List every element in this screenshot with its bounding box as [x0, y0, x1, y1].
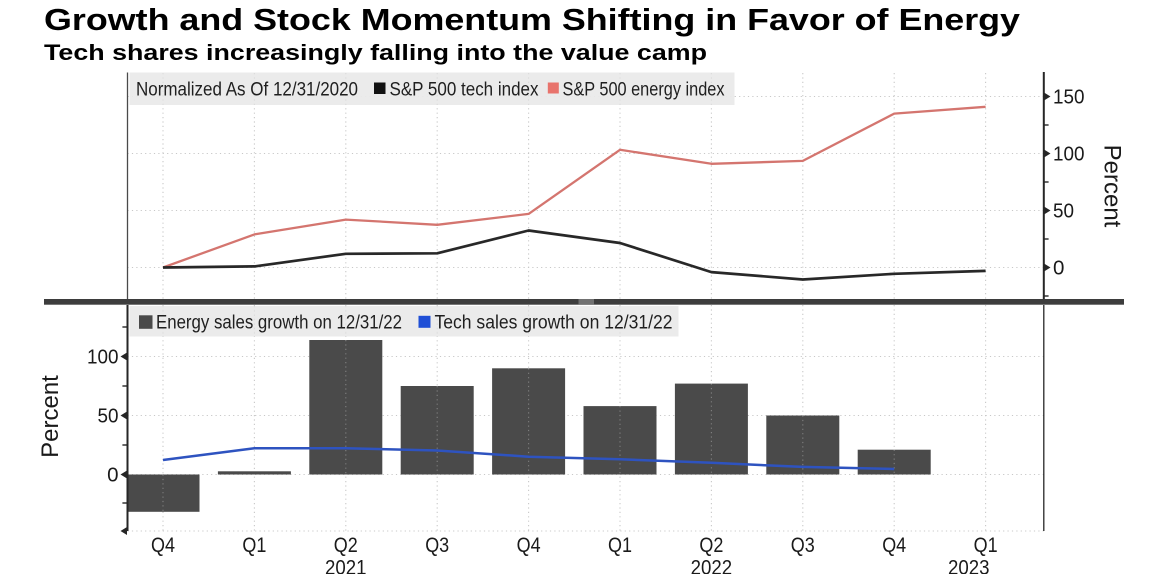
svg-text:Q3: Q3	[791, 534, 815, 557]
svg-text:Energy sales growth on 12/31/2: Energy sales growth on 12/31/22	[156, 313, 402, 334]
svg-text:0: 0	[1053, 257, 1064, 280]
svg-text:100: 100	[1053, 143, 1085, 166]
svg-text:Q1: Q1	[974, 534, 998, 557]
svg-text:0: 0	[107, 464, 118, 487]
svg-text:Q4: Q4	[151, 534, 175, 557]
svg-text:Normalized As Of 12/31/2020: Normalized As Of 12/31/2020	[136, 80, 358, 101]
svg-text:S&P 500 tech index: S&P 500 tech index	[390, 80, 539, 101]
svg-text:Q3: Q3	[425, 534, 449, 557]
svg-text:Tech sales growth on 12/31/22: Tech sales growth on 12/31/22	[435, 313, 673, 334]
svg-text:150: 150	[1053, 86, 1085, 109]
svg-text:Q1: Q1	[242, 534, 266, 557]
svg-text:100: 100	[87, 346, 119, 369]
svg-text:50: 50	[98, 405, 119, 428]
svg-text:Percent: Percent	[1099, 145, 1126, 228]
svg-text:Tech shares increasingly falli: Tech shares increasingly falling into th…	[44, 40, 707, 65]
svg-text:Q2: Q2	[699, 534, 723, 557]
svg-text:S&P 500 energy index: S&P 500 energy index	[563, 80, 725, 101]
svg-text:Q1: Q1	[608, 534, 632, 557]
svg-text:Percent: Percent	[37, 375, 64, 458]
svg-text:Q2: Q2	[334, 534, 358, 557]
svg-text:Q4: Q4	[517, 534, 541, 557]
svg-text:Growth and Stock Momentum Shif: Growth and Stock Momentum Shifting in Fa…	[44, 2, 1021, 37]
svg-text:2023: 2023	[948, 557, 990, 575]
svg-text:2022: 2022	[691, 557, 733, 575]
svg-text:2021: 2021	[325, 557, 367, 575]
svg-text:Q4: Q4	[882, 534, 906, 557]
svg-text:50: 50	[1053, 200, 1074, 223]
